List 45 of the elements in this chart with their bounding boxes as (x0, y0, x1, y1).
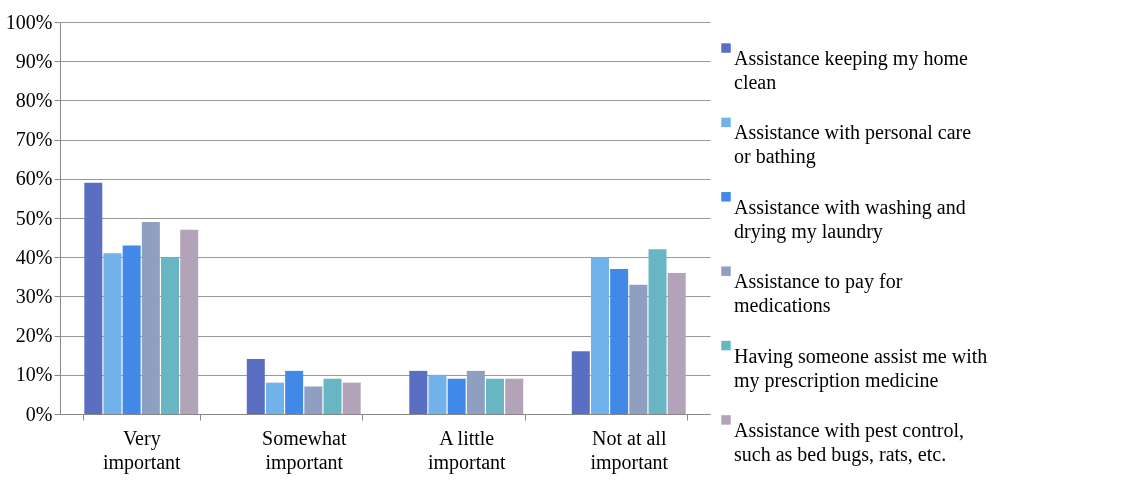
legend-label: Assistance with personal care or bathing (734, 121, 972, 169)
legend-label: Assistance keeping my home clean (734, 47, 968, 94)
y-tick-label: 30% (15, 284, 53, 307)
bar (304, 386, 323, 414)
bar (285, 370, 304, 414)
y-tick-label: 10% (15, 363, 53, 386)
bar (180, 229, 199, 414)
y-tick-label: 20% (15, 324, 53, 347)
bar (667, 272, 686, 414)
bar (141, 221, 160, 414)
y-tick-label: 60% (15, 167, 53, 190)
bar (486, 378, 505, 414)
bar (648, 249, 667, 414)
bar (161, 257, 180, 414)
bar (246, 359, 265, 414)
legend-label: Assistance with pest control, such as bed bugs, rats, etc. (734, 418, 964, 466)
legend-label: Assistance with washing and drying my laundry (734, 195, 966, 243)
bar (84, 182, 103, 414)
legend-label: Assistance to pay for medications (734, 270, 903, 317)
x-tick-label: Somewhat important (262, 426, 347, 474)
y-tick-label: 0% (25, 402, 53, 425)
bar (122, 245, 141, 414)
y-tick-label: 50% (15, 206, 53, 229)
y-tick-label: 70% (15, 128, 53, 151)
bar (428, 374, 447, 414)
bar (447, 378, 466, 414)
bar (590, 257, 609, 414)
y-tick-label: 90% (15, 49, 53, 72)
bar (342, 382, 361, 414)
x-tick-label: Very important (102, 426, 182, 474)
y-tick-label: 80% (15, 88, 53, 111)
bar (323, 378, 342, 414)
bar (610, 268, 629, 414)
bar (629, 284, 648, 414)
y-tick-label: 40% (15, 245, 53, 268)
bar (466, 370, 485, 414)
x-tick-label: Not at all important (590, 426, 669, 474)
bar (571, 351, 590, 414)
x-tick-label: A little important (427, 426, 507, 474)
legend-label: Having someone assist me with my prescription medicine (734, 344, 988, 392)
bar (505, 378, 524, 414)
bar (103, 253, 122, 414)
bar (265, 382, 284, 414)
bar (409, 370, 428, 414)
y-tick-label: 100% (5, 10, 53, 33)
